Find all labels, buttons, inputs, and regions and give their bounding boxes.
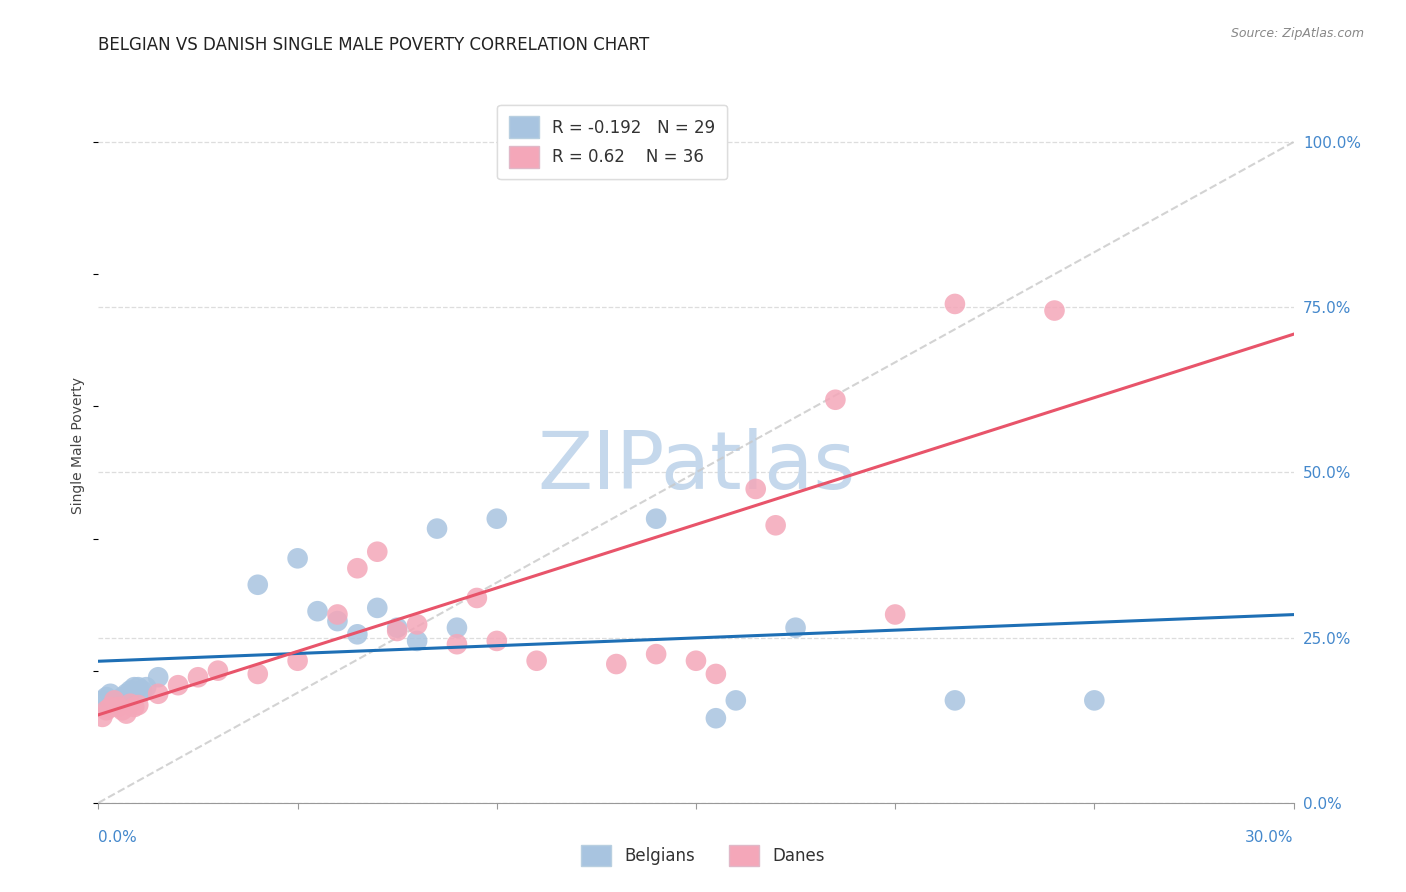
Point (724, 693, 747, 707)
Point (246, 667, 269, 681)
Point (526, 654, 548, 668)
Point (111, 690, 134, 704)
Point (131, 683, 153, 698)
Legend: Belgians, Danes: Belgians, Danes (574, 837, 832, 875)
Point (207, 664, 229, 678)
Point (446, 621, 468, 635)
Point (366, 600, 388, 615)
Point (91, 710, 114, 724)
Point (326, 614, 349, 628)
Point (307, 604, 329, 618)
Point (111, 703, 134, 717)
Point (100, 687, 122, 701)
Legend: R = -0.192   N = 29, R = 0.62    N = 36: R = -0.192 N = 29, R = 0.62 N = 36 (498, 104, 727, 179)
Point (704, 711, 727, 725)
Point (187, 670, 209, 684)
Point (943, 297, 966, 311)
Point (485, 634, 508, 648)
Point (287, 654, 309, 668)
Point (100, 700, 122, 714)
Point (1083, 693, 1105, 707)
Point (785, 621, 807, 635)
Point (107, 700, 129, 714)
Text: 30.0%: 30.0% (1246, 830, 1294, 845)
Point (645, 511, 668, 525)
Point (135, 680, 157, 694)
Point (326, 607, 349, 622)
Point (745, 482, 768, 496)
Point (91, 693, 114, 707)
Point (246, 578, 269, 592)
Point (605, 657, 627, 671)
Point (124, 680, 146, 694)
Text: BELGIAN VS DANISH SINGLE MALE POVERTY CORRELATION CHART: BELGIAN VS DANISH SINGLE MALE POVERTY CO… (98, 36, 650, 54)
Point (346, 627, 368, 641)
Point (107, 693, 129, 707)
Point (127, 680, 149, 694)
Point (124, 700, 146, 714)
Point (120, 697, 142, 711)
Point (704, 667, 727, 681)
Point (96, 690, 118, 704)
Point (943, 693, 966, 707)
Point (115, 687, 138, 701)
Point (148, 670, 170, 684)
Point (446, 637, 468, 651)
Point (824, 392, 846, 407)
Point (406, 634, 429, 648)
Point (167, 678, 190, 692)
Point (406, 617, 429, 632)
Point (884, 607, 907, 622)
Point (685, 654, 707, 668)
Point (1043, 303, 1066, 318)
Point (346, 561, 368, 575)
Text: ZIPatlas: ZIPatlas (537, 428, 855, 507)
Text: 0.0%: 0.0% (98, 830, 138, 845)
Y-axis label: Single Male Poverty: Single Male Poverty (72, 377, 86, 515)
Point (465, 591, 488, 605)
Point (103, 693, 125, 707)
Text: Source: ZipAtlas.com: Source: ZipAtlas.com (1230, 27, 1364, 40)
Point (287, 551, 309, 566)
Point (366, 545, 388, 559)
Point (426, 522, 449, 536)
Point (127, 698, 149, 712)
Point (385, 624, 409, 638)
Point (120, 683, 142, 698)
Point (115, 706, 138, 721)
Point (645, 647, 668, 661)
Point (565, 138, 588, 153)
Point (148, 687, 170, 701)
Point (385, 621, 409, 635)
Point (765, 518, 787, 533)
Point (485, 511, 508, 525)
Point (103, 697, 125, 711)
Point (96, 703, 118, 717)
